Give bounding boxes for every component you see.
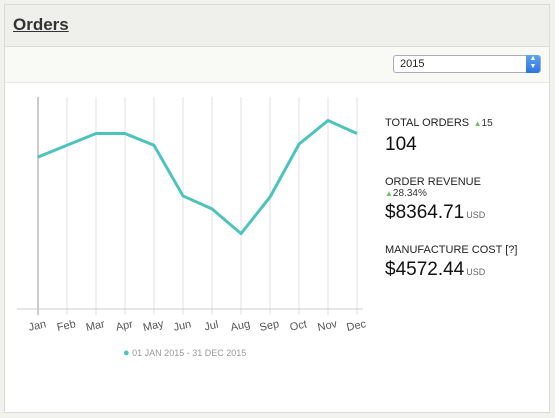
x-tick-label: Nov — [317, 318, 339, 334]
x-tick-label: Jul — [203, 319, 219, 334]
toolbar: 2015 ▲ ▼ — [5, 47, 549, 83]
x-tick-label: Aug — [230, 318, 252, 334]
order-revenue-currency: USD — [466, 210, 486, 220]
orders-chart: Jan Feb Mar Apr May Jun Jul Aug Sep Oct Nov Dec — [17, 97, 368, 334]
stats-panel: TOTAL ORDERS ▲15 104 ORDER REVENUE ▲28.3… — [385, 113, 545, 301]
chart-grid — [37, 97, 358, 315]
total-orders-label: TOTAL ORDERS — [385, 117, 470, 129]
up-arrow-icon: ▲ — [385, 189, 393, 198]
page-title[interactable]: Orders — [13, 15, 69, 34]
manufacture-cost-currency: USD — [466, 267, 486, 277]
series-line — [37, 119, 358, 236]
total-orders-delta: ▲15 — [473, 118, 493, 129]
orders-panel: Orders 2015 ▲ ▼ Jan Feb Mar Apr May Jun Jul Aug S… — [4, 4, 550, 413]
legend-marker-icon: ● — [123, 347, 130, 359]
order-revenue-label: ORDER REVENUE — [385, 176, 481, 188]
x-tick-label: Jan — [27, 318, 47, 333]
x-tick-label: Apr — [115, 318, 135, 333]
x-axis-labels: Jan Feb Mar Apr May Jun Jul Aug Sep Oct Nov Dec — [27, 318, 367, 334]
manufacture-cost-label[interactable]: MANUFACTURE COST [?] — [385, 244, 518, 256]
x-tick-label: Sep — [259, 318, 281, 334]
panel-header: Orders — [5, 5, 549, 47]
select-arrows-icon: ▲ ▼ — [526, 55, 540, 73]
up-arrow-icon: ▲ — [473, 119, 482, 128]
x-tick-label: Dec — [346, 318, 368, 334]
total-orders-value: 104 — [385, 134, 417, 155]
x-tick-label: May — [142, 318, 165, 334]
order-revenue-delta: ▲28.34% — [385, 188, 427, 199]
year-select-value: 2015 — [400, 58, 425, 70]
order-revenue-block: ORDER REVENUE ▲28.34% $8364.71 USD — [385, 176, 545, 224]
year-select[interactable]: 2015 ▲ ▼ — [393, 55, 541, 73]
x-tick-label: Jun — [172, 318, 192, 333]
x-tick-label: Feb — [56, 318, 77, 334]
x-tick-label: Oct — [289, 318, 308, 333]
chart-legend: ● 01 JAN 2015 - 31 DEC 2015 — [123, 347, 246, 359]
x-tick-label: Mar — [85, 318, 106, 334]
manufacture-cost-value: $4572.44 USD — [385, 259, 486, 280]
order-revenue-value: $8364.71 USD — [385, 202, 486, 223]
manufacture-cost-block: MANUFACTURE COST [?] $4572.44 USD — [385, 244, 545, 281]
total-orders-block: TOTAL ORDERS ▲15 104 — [385, 113, 545, 156]
legend-text: 01 JAN 2015 - 31 DEC 2015 — [132, 348, 247, 358]
